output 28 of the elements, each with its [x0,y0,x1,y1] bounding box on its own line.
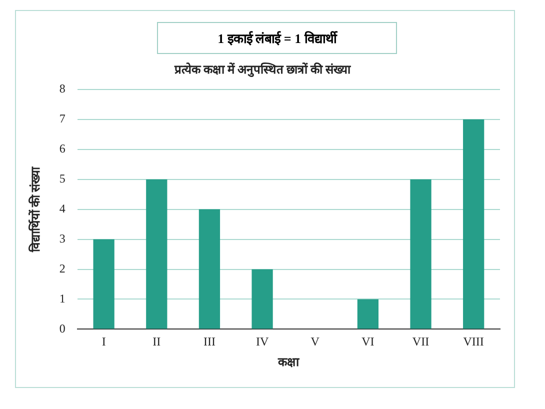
y-tick-label: 0 [59,321,66,336]
x-tick-label: II [152,334,161,349]
chart-title: प्रत्येक कक्षा में अनुपस्थित छात्रों की संख्या [174,62,352,78]
y-tick-label: 2 [59,261,66,276]
y-axis-title: विद्यार्थियों की संख्या [28,166,42,253]
y-tick-label: 3 [59,231,66,246]
bar [410,179,432,329]
x-tick-label: I [102,334,106,349]
bar [93,239,114,329]
x-tick-label: VIII [463,334,484,349]
x-axis-title: कक्षा [277,354,300,369]
text: 1 इकाई लंबाई = 1 विद्यार्थी [157,22,397,54]
y-tick-label: 4 [59,201,66,216]
bar [146,179,168,329]
x-tick-label: IV [256,334,269,349]
bar [463,119,484,329]
x-tick-label: III [203,334,216,349]
x-tick-label: V [310,334,320,349]
y-tick-label: 7 [59,112,66,126]
y-tick-label: 8 [59,82,66,96]
bar [357,299,379,329]
bar [252,269,273,329]
y-tick-label: 6 [59,142,66,156]
x-tick-label: VI [362,334,374,349]
bar [198,209,220,329]
y-tick-label: 1 [59,291,66,306]
y-tick-label: 5 [59,171,66,186]
x-tick-label: VII [412,334,430,349]
